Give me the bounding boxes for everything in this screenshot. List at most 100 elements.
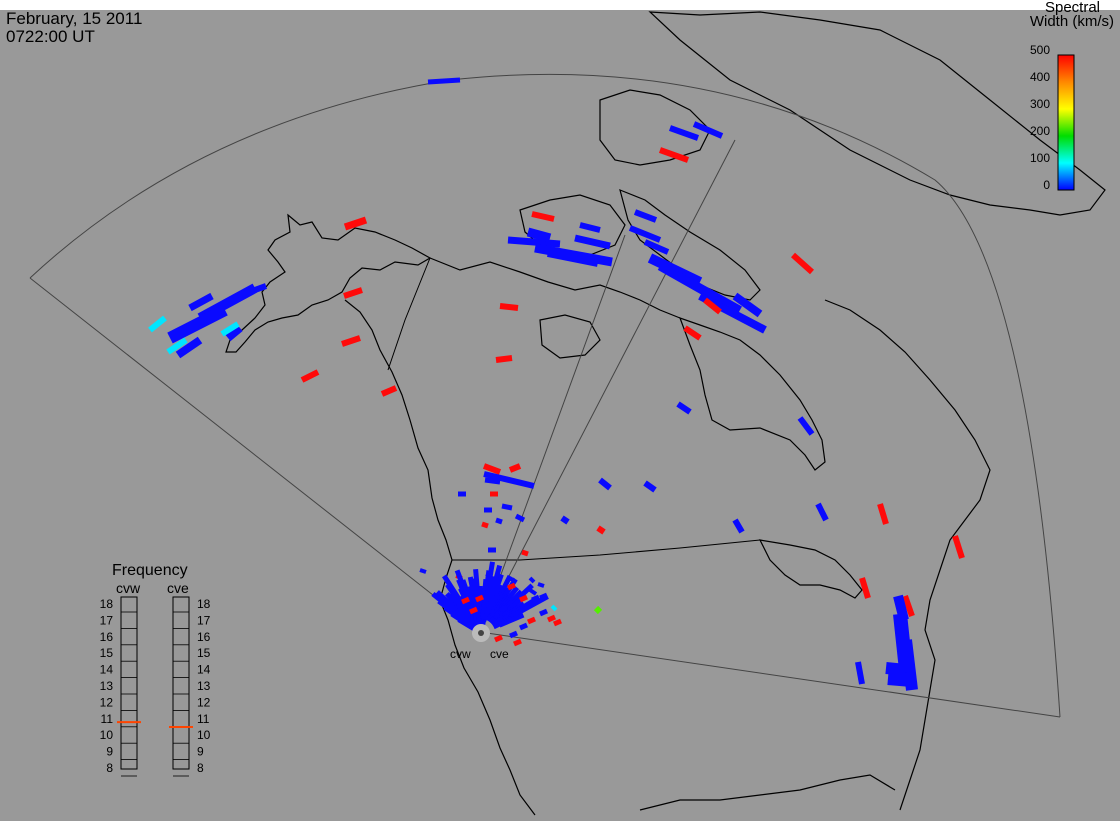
frequency-tick-right: 15 bbox=[197, 646, 211, 660]
backscatter-cell bbox=[427, 77, 461, 85]
backscatter-cell bbox=[797, 416, 815, 436]
backscatter-cell bbox=[343, 216, 368, 231]
border-alaska-canada bbox=[387, 257, 431, 371]
backscatter-cell bbox=[225, 324, 243, 342]
frequency-tick-left: 13 bbox=[100, 679, 114, 693]
backscatter-cell bbox=[188, 292, 214, 312]
backscatter-cell bbox=[902, 595, 915, 617]
coast-canada-north bbox=[429, 257, 681, 319]
frequency-tick-left: 17 bbox=[100, 613, 114, 627]
backscatter-cell bbox=[475, 594, 484, 603]
fov-beam-east bbox=[479, 139, 736, 633]
backscatter-cell bbox=[885, 662, 907, 676]
backscatter-cell bbox=[484, 477, 501, 485]
frequency-tick-right: 12 bbox=[197, 695, 211, 709]
coast-hudson bbox=[678, 317, 826, 471]
backscatter-cell bbox=[469, 606, 478, 615]
header-time: 0722:00 UT bbox=[6, 27, 95, 46]
backscatter-cell bbox=[598, 477, 612, 491]
coast-victoria bbox=[539, 314, 601, 359]
backscatter-cell bbox=[236, 283, 268, 299]
backscatter-cell bbox=[531, 594, 540, 603]
backscatter-cell bbox=[482, 463, 502, 475]
borders bbox=[387, 257, 761, 561]
frequency-tick-left: 8 bbox=[106, 761, 113, 775]
backscatter-cell bbox=[855, 661, 865, 685]
colorbar-tick-100: 100 bbox=[1030, 151, 1050, 165]
colorbar-title-line2: Width (km/s) bbox=[1029, 13, 1114, 30]
backscatter-cell bbox=[166, 337, 188, 355]
backscatter-cell bbox=[815, 502, 829, 522]
backscatter-cell bbox=[167, 304, 228, 344]
colorbar-tick-300: 300 bbox=[1030, 97, 1050, 111]
frequency-tick-right: 17 bbox=[197, 613, 211, 627]
coast-alaska bbox=[225, 213, 432, 353]
frequency-tick-right: 16 bbox=[197, 630, 211, 644]
frequency-tick-left: 16 bbox=[100, 630, 114, 644]
backscatter-cell bbox=[148, 315, 167, 333]
frequency-panel: Frequency cvw cve 18 18 17 17 16 16 15 15 14 14 13… bbox=[100, 562, 211, 777]
frequency-bar-cve bbox=[172, 596, 190, 770]
backscatter-cell bbox=[449, 604, 458, 613]
radar-label-cvw: cvw bbox=[450, 647, 471, 661]
backscatter-cell bbox=[676, 401, 692, 415]
backscatter-cell bbox=[527, 616, 536, 625]
border-us-canada bbox=[452, 539, 761, 561]
backscatter-cell bbox=[683, 325, 702, 341]
backscatter-cell bbox=[481, 521, 489, 529]
backscatter-cell bbox=[461, 596, 470, 605]
backscatter-cell bbox=[220, 321, 240, 337]
field-of-view bbox=[29, 73, 1061, 718]
fov-west-edge bbox=[29, 277, 481, 633]
frequency-tick-left: 11 bbox=[101, 712, 114, 726]
colorbar-tick-200: 200 bbox=[1030, 124, 1050, 138]
backscatter-cell bbox=[495, 355, 513, 363]
backscatter-cell bbox=[343, 287, 363, 299]
backscatter-cell bbox=[550, 604, 558, 612]
backscatter-cell bbox=[501, 503, 513, 511]
backscatter-cell bbox=[633, 209, 658, 223]
frequency-tick-right: 14 bbox=[197, 663, 211, 677]
map-background bbox=[0, 10, 1120, 821]
backscatter-cell bbox=[175, 336, 203, 359]
backscatter-cell bbox=[579, 222, 601, 233]
backscatter-cell bbox=[483, 471, 535, 489]
backscatter-cell bbox=[732, 292, 763, 318]
colorbar-gradient bbox=[1057, 54, 1075, 191]
backscatter-cell bbox=[596, 525, 606, 535]
backscatter-cell bbox=[499, 604, 508, 613]
backscatter-cell bbox=[498, 612, 525, 628]
frequency-tick-right: 10 bbox=[197, 728, 211, 742]
frequency-tick-left: 14 bbox=[100, 663, 114, 677]
backscatter-cell bbox=[526, 227, 552, 243]
backscatter-cell bbox=[419, 568, 427, 574]
backscatter-cell bbox=[539, 608, 548, 617]
frequency-tick-right: 8 bbox=[197, 761, 204, 775]
frequency-ticks: 18 18 17 17 16 16 15 15 14 14 13 13 12 12 11 11 10 10 9 9 8 8 bbox=[100, 597, 211, 777]
backscatter-cell bbox=[519, 622, 528, 631]
fov-beam-west bbox=[479, 234, 626, 633]
backscatter-cell bbox=[668, 125, 700, 141]
backscatter-cell bbox=[380, 385, 398, 397]
frequency-label-cve: cve bbox=[167, 580, 189, 596]
backscatter-cell bbox=[499, 303, 519, 311]
backscatter-cell bbox=[300, 369, 320, 383]
backscatter-cell bbox=[692, 121, 724, 139]
backscatter-cell bbox=[509, 630, 518, 639]
backscatter-cell bbox=[508, 463, 522, 473]
frequency-tick-right: 18 bbox=[197, 597, 211, 611]
colorbar: 500 400 300 200 100 0 bbox=[1030, 43, 1075, 192]
scatter-cells bbox=[148, 77, 965, 691]
backscatter-cell bbox=[507, 582, 516, 591]
frequency-label-cvw: cvw bbox=[116, 580, 141, 596]
frequency-tick-left: 18 bbox=[100, 597, 114, 611]
colorbar-tick-500: 500 bbox=[1030, 43, 1050, 57]
backscatter-cell bbox=[560, 515, 570, 525]
backscatter-cell bbox=[459, 584, 468, 593]
backscatter-cell bbox=[628, 225, 662, 243]
radar-site-center bbox=[478, 630, 484, 636]
backscatter-cell bbox=[574, 234, 611, 250]
backscatter-cell bbox=[643, 239, 670, 255]
backscatter-cell bbox=[469, 578, 478, 587]
